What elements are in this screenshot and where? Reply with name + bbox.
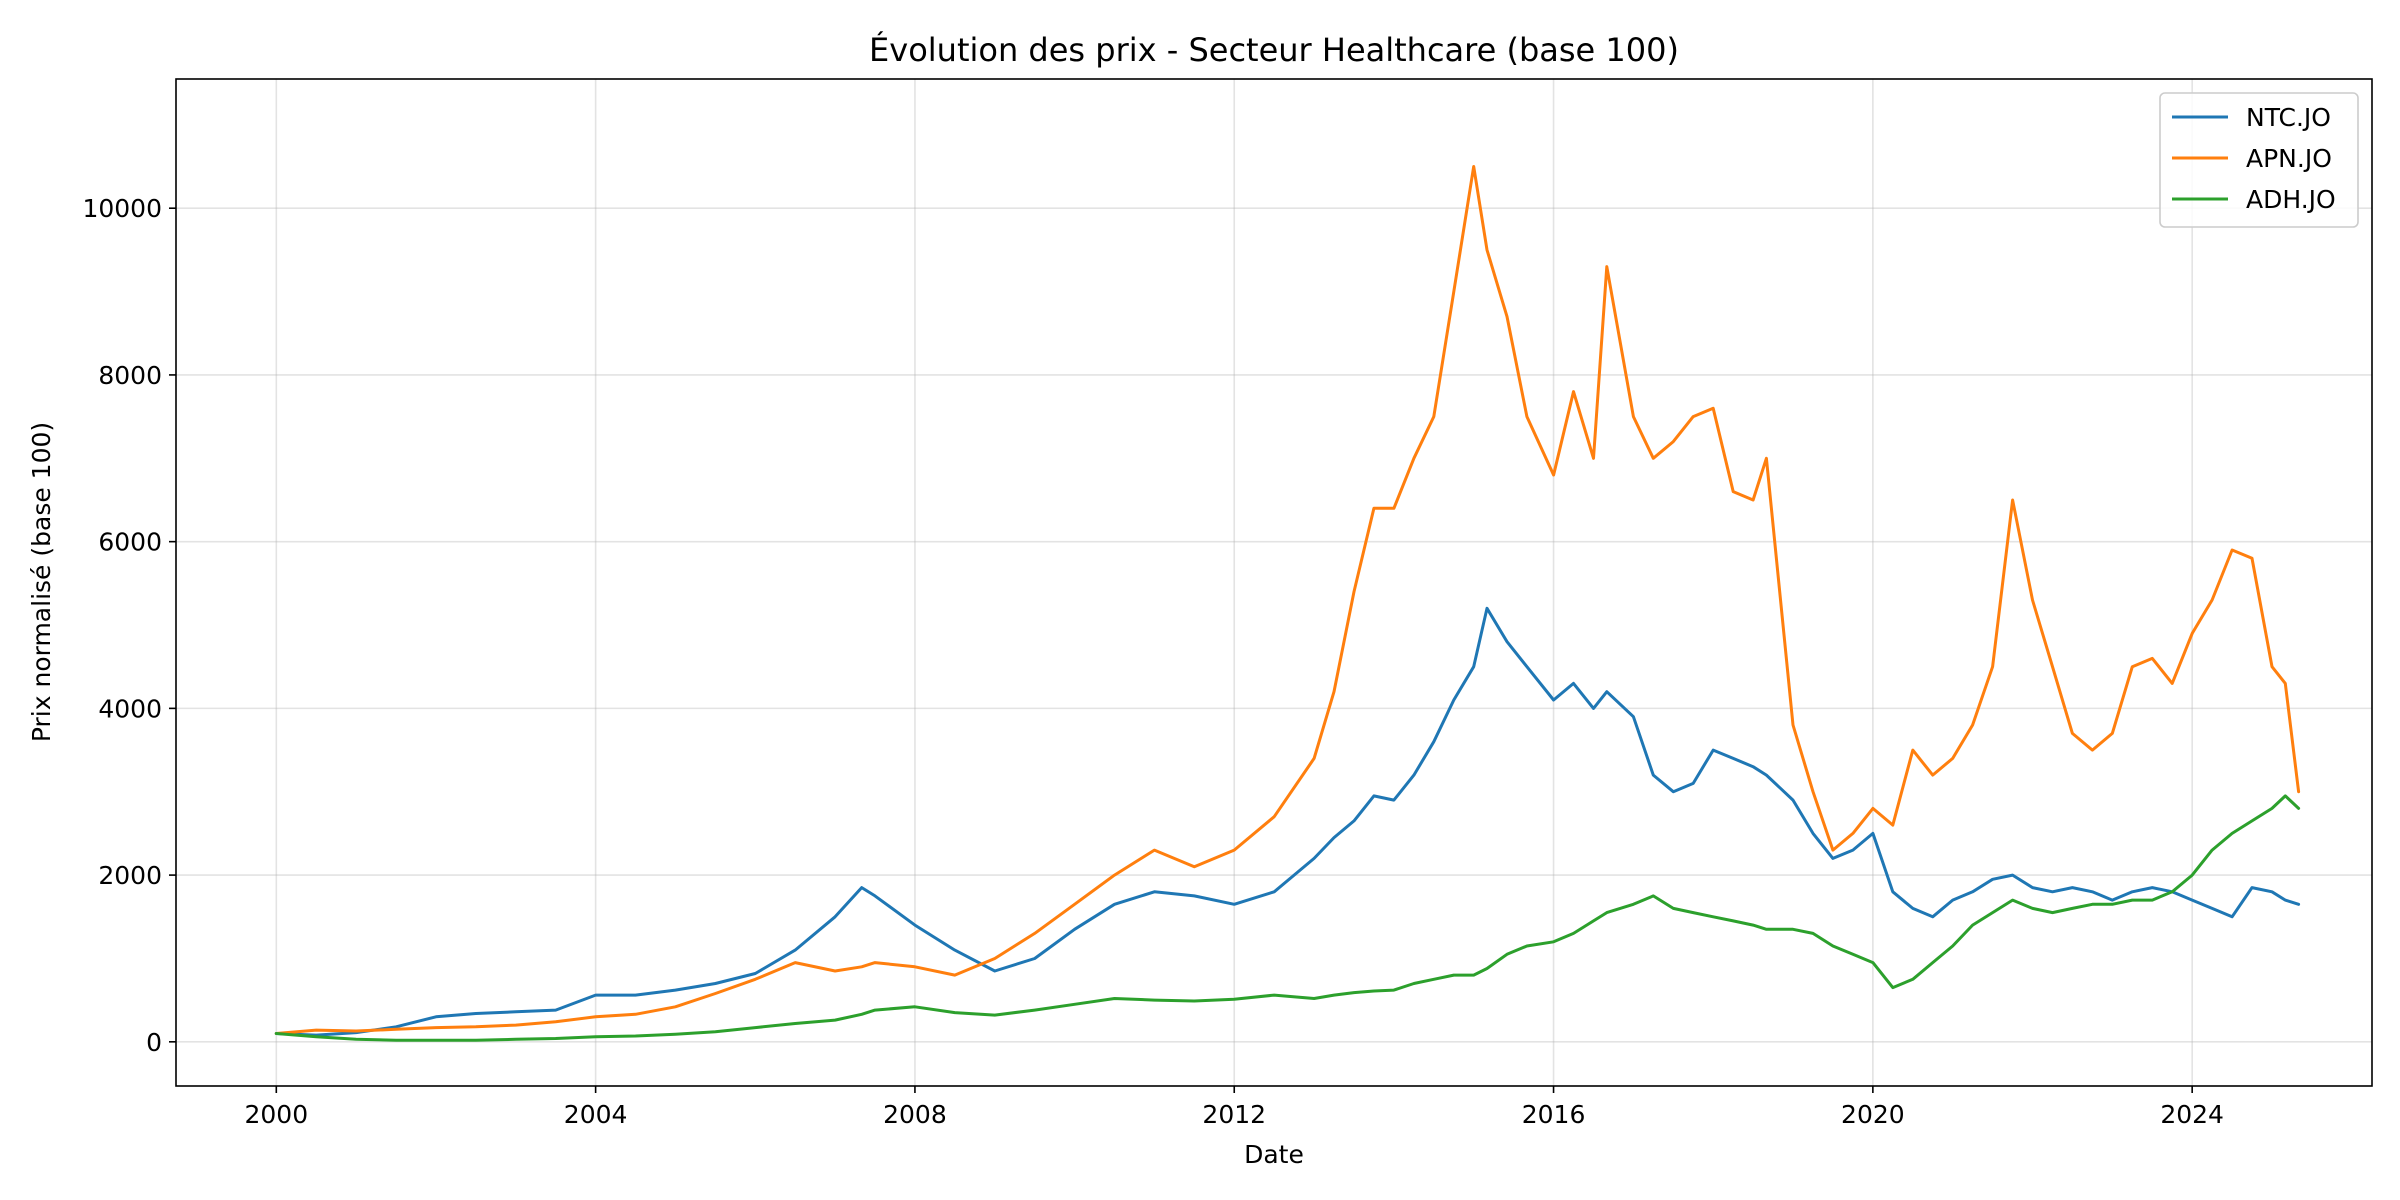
- series-line-adh-jo: [274, 794, 2301, 1042]
- plot-background: [176, 79, 2372, 1086]
- grid-lines: [176, 79, 2372, 1086]
- legend-frame: [2159, 92, 2359, 228]
- y-tick-label: 10000: [82, 194, 162, 223]
- y-tick-label: 6000: [98, 528, 162, 557]
- x-tick-label: 2016: [1522, 1100, 1586, 1129]
- x-axis: 2000 2004 2008 2012 2016 2020 2024: [245, 1086, 2224, 1129]
- y-tick-label: 4000: [98, 694, 162, 723]
- x-tick-label: 2004: [564, 1100, 628, 1129]
- legend: NTC.JO APN.JO ADH.JO: [2159, 92, 2359, 228]
- series-line-apn-jo: [274, 165, 2301, 1035]
- y-tick-label: 0: [146, 1028, 162, 1057]
- plot-frame: [175, 78, 2373, 1087]
- chart-title: Évolution des prix - Secteur Healthcare …: [869, 31, 1679, 69]
- x-tick-label: 2024: [2160, 1100, 2224, 1129]
- y-axis-title: Prix normalisé (base 100): [27, 422, 56, 742]
- x-tick-label: 2012: [1202, 1100, 1266, 1129]
- y-tick-label: 2000: [98, 861, 162, 890]
- series-line-ntc-jo: [274, 606, 2301, 1037]
- x-tick-label: 2020: [1841, 1100, 1905, 1129]
- y-tick-label: 8000: [98, 361, 162, 390]
- y-axis: 0 2000 4000 6000 8000 10000: [82, 194, 176, 1057]
- x-tick-label: 2008: [883, 1100, 947, 1129]
- legend-label: APN.JO: [2246, 144, 2332, 173]
- x-tick-label: 2000: [245, 1100, 309, 1129]
- legend-label: NTC.JO: [2246, 103, 2331, 132]
- x-axis-title: Date: [1244, 1140, 1304, 1169]
- series-lines: [274, 165, 2301, 1042]
- legend-label: ADH.JO: [2246, 185, 2336, 214]
